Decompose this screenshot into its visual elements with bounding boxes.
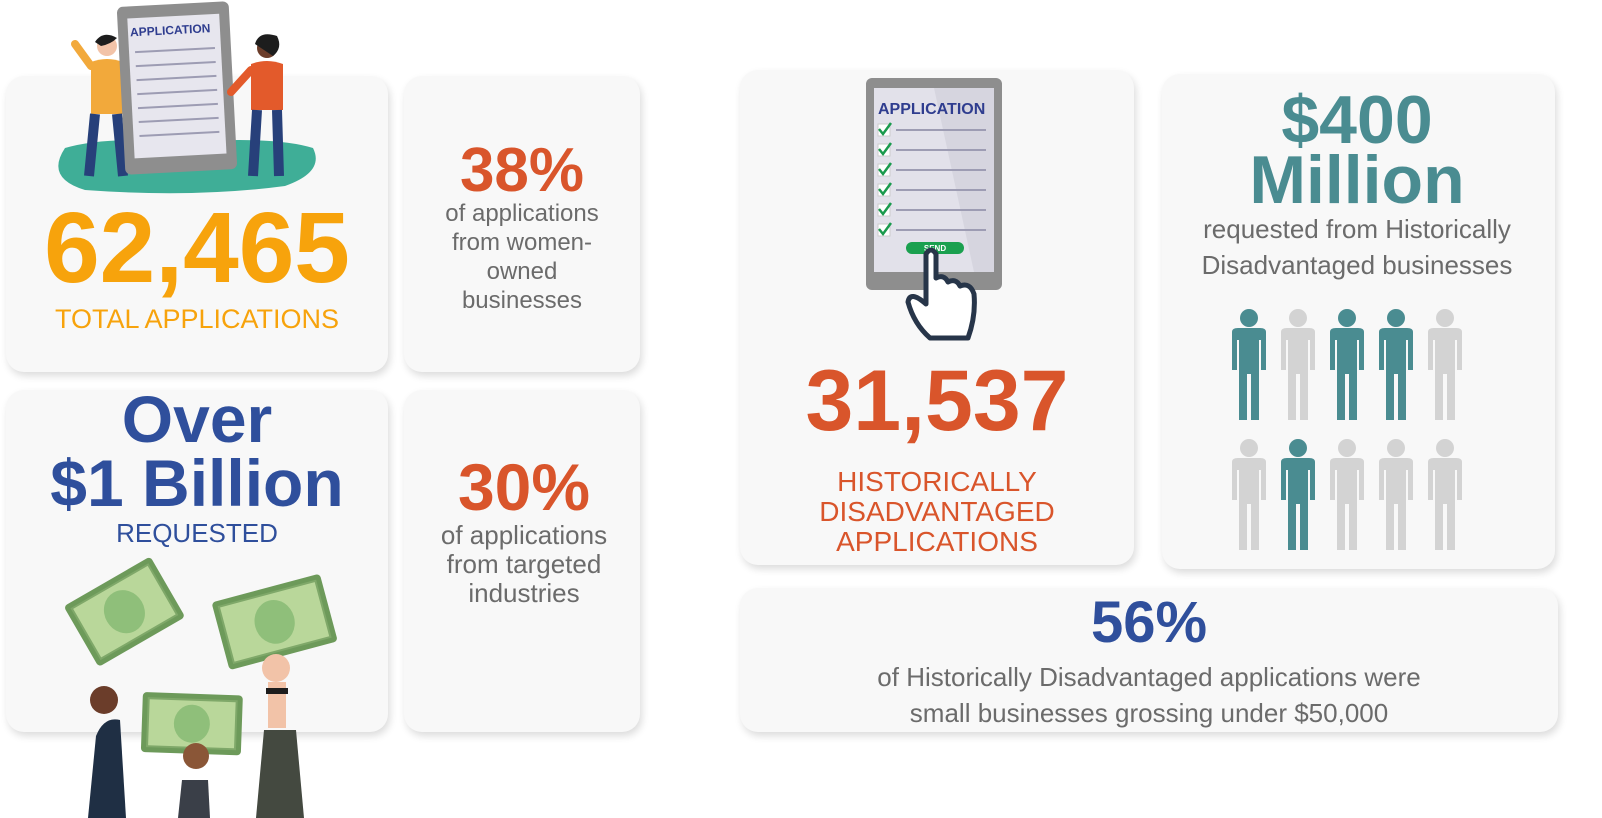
- total-applications-number: 62,465: [44, 192, 350, 304]
- hands-with-money-illustration: [65, 557, 337, 818]
- million-label: Million: [1249, 142, 1465, 218]
- four-hundred-amount: $400: [1281, 82, 1433, 158]
- people-icon-grid: [1232, 309, 1462, 550]
- person-icon-empty: [1428, 309, 1462, 420]
- targeted-desc-1: of applications: [440, 520, 608, 550]
- person-icon-empty: [1379, 439, 1413, 550]
- million-desc-1: requested from Historically: [1203, 214, 1511, 244]
- person-icon-filled: [1232, 309, 1266, 420]
- person-icon-filled: [1330, 309, 1364, 420]
- women-owned-desc-3: owned: [486, 258, 558, 285]
- targeted-industries-card: [404, 390, 640, 732]
- tablet-title-small: APPLICATION: [130, 21, 211, 39]
- person-icon-empty: [1428, 439, 1462, 550]
- small-business-percent: 56%: [1090, 590, 1208, 655]
- total-applications-label: TOTAL APPLICATIONS: [54, 304, 340, 334]
- women-owned-desc-2: from women-: [451, 229, 593, 256]
- person-icon-filled: [1379, 309, 1413, 420]
- million-desc-2: Disadvantaged businesses: [1201, 250, 1513, 280]
- person-icon-empty: [1232, 439, 1266, 550]
- small-business-desc-1: of Historically Disadvantaged applicatio…: [877, 662, 1421, 692]
- billion-requested-card: [6, 390, 388, 732]
- targeted-industries-percent: 30%: [457, 450, 591, 524]
- women-owned-desc-1: of applications: [445, 200, 599, 227]
- application-tablet-illustration: APPLICATION SEND: [866, 78, 1002, 341]
- historically-disadvantaged-number: 31,537: [805, 353, 1069, 449]
- requested-label: REQUESTED: [116, 518, 278, 548]
- targeted-desc-3: industries: [468, 578, 580, 608]
- women-owned-percent: 38%: [459, 136, 585, 205]
- small-business-card: [740, 588, 1558, 732]
- four-hundred-million-card: [1162, 74, 1555, 569]
- targeted-desc-2: from targeted: [446, 549, 602, 579]
- send-button-graphic: [906, 242, 964, 254]
- historically-label-3: APPLICATIONS: [836, 526, 1038, 557]
- billion-amount: $1 Billion: [50, 446, 344, 520]
- historically-label-1: HISTORICALLY: [837, 466, 1037, 497]
- historically-label-2: DISADVANTAGED: [819, 496, 1055, 527]
- women-owned-card: [404, 76, 640, 372]
- person-icon-empty: [1330, 439, 1364, 550]
- person-icon-empty: [1281, 309, 1315, 420]
- send-label: SEND: [924, 244, 946, 253]
- person-icon-filled: [1281, 439, 1315, 550]
- women-owned-desc-4: businesses: [461, 287, 583, 314]
- tablet-title: APPLICATION: [878, 101, 985, 118]
- people-with-application-illustration: APPLICATION: [58, 1, 316, 194]
- over-label: Over: [121, 382, 273, 456]
- small-business-desc-2: small businesses grossing under $50,000: [909, 698, 1389, 728]
